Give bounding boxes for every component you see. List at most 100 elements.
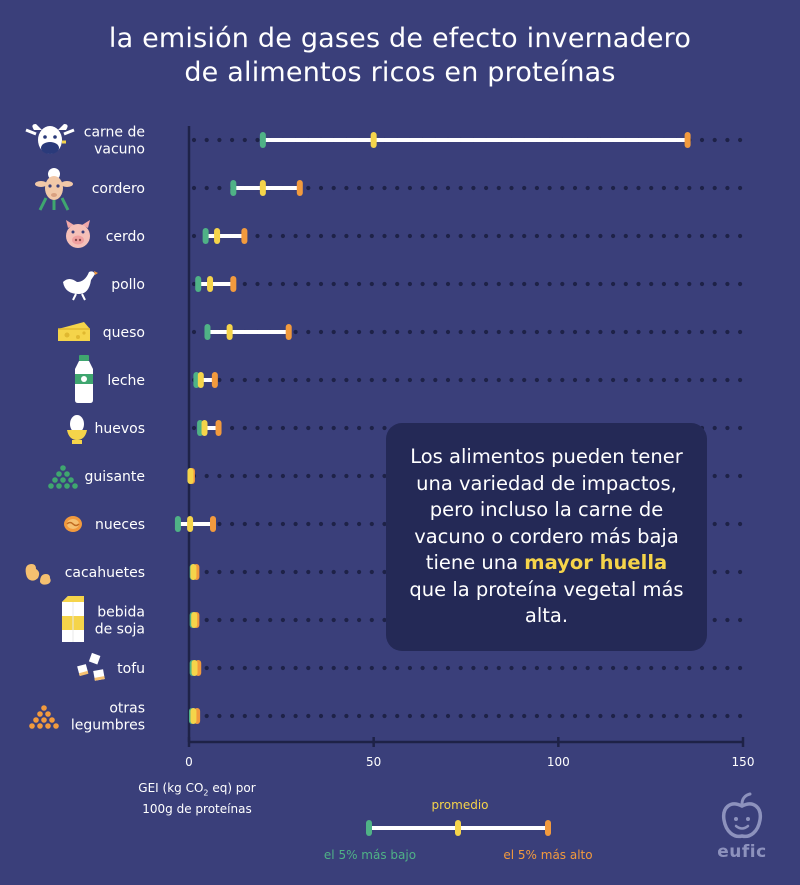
- guide-dot: [471, 713, 476, 719]
- category-label-line: vacuno: [94, 142, 145, 158]
- high-marker: [684, 132, 691, 148]
- guide-dot: [230, 617, 235, 623]
- guide-dot: [458, 377, 463, 383]
- guide-dot: [560, 665, 565, 671]
- category-label: leche: [107, 373, 145, 389]
- guide-dot: [471, 329, 476, 335]
- guide-dot: [268, 377, 273, 383]
- guide-dot: [649, 377, 654, 383]
- guide-dot: [547, 377, 552, 383]
- guide-dot: [407, 281, 412, 287]
- guide-dot: [420, 377, 425, 383]
- guide-dot: [191, 329, 197, 335]
- high-marker: [211, 372, 218, 388]
- guide-dot: [636, 377, 641, 383]
- guide-dot: [242, 377, 247, 383]
- guide-dot: [382, 569, 387, 575]
- guide-dot: [725, 377, 730, 383]
- category-label: guisante: [85, 469, 146, 485]
- legend-mean-label: promedio: [431, 798, 489, 812]
- guide-dot: [255, 665, 260, 671]
- guide-dot: [318, 233, 324, 239]
- guide-dot: [217, 185, 222, 191]
- guide-dot: [217, 569, 222, 575]
- guide-dot: [357, 425, 362, 431]
- guide-dot: [458, 665, 463, 671]
- guide-dot: [725, 329, 730, 335]
- guide-dot: [407, 665, 412, 671]
- guide-dot: [318, 521, 324, 527]
- guide-dot: [534, 377, 540, 383]
- guide-dot: [687, 233, 692, 239]
- guide-dot: [598, 329, 603, 335]
- guide-dot: [725, 185, 730, 191]
- guide-dot: [318, 377, 324, 383]
- guide-dot: [547, 281, 552, 287]
- guide-dot: [242, 137, 247, 143]
- guide-dot: [522, 329, 527, 335]
- legend-low-marker: [366, 820, 372, 836]
- guide-dot: [712, 617, 717, 623]
- guide-dot: [191, 185, 197, 191]
- walnut-icon: [64, 516, 82, 532]
- guide-dot: [471, 665, 476, 671]
- guide-dot: [191, 425, 197, 431]
- mean-marker: [191, 612, 198, 628]
- guide-dot: [382, 281, 387, 287]
- guide-dot: [306, 281, 311, 287]
- guide-dot: [369, 185, 374, 191]
- guide-dot: [407, 377, 412, 383]
- guide-dot: [230, 665, 235, 671]
- guide-dot: [712, 473, 717, 479]
- guide-dot: [268, 665, 273, 671]
- mean-marker: [187, 468, 194, 484]
- guide-dot: [230, 425, 235, 431]
- category-label: bebida de soja: [95, 605, 145, 638]
- guide-dot: [230, 569, 235, 575]
- guide-dot: [357, 569, 362, 575]
- guide-dot: [522, 713, 527, 719]
- guide-dot: [496, 713, 501, 719]
- guide-dot: [280, 617, 285, 623]
- guide-dot: [357, 329, 362, 335]
- guide-dot: [611, 665, 616, 671]
- guide-dot: [395, 377, 400, 383]
- category-label-line: cerdo: [106, 229, 145, 245]
- guide-dot: [712, 425, 717, 431]
- guide-dot: [484, 233, 489, 239]
- chart-title: la emisión de gases de efecto invernader…: [0, 22, 800, 90]
- guide-dot: [623, 185, 628, 191]
- guide-dot: [369, 569, 374, 575]
- guide-dot: [699, 281, 705, 287]
- category-label-line: cacahuetes: [65, 565, 145, 581]
- guide-dot: [369, 713, 374, 719]
- peas-icon: [48, 465, 78, 489]
- guide-dot: [331, 713, 336, 719]
- x-tick-label: 150: [732, 755, 755, 769]
- low-marker: [204, 324, 211, 340]
- mean-marker: [259, 180, 266, 196]
- guide-dot: [433, 329, 438, 335]
- guide-dot: [331, 281, 336, 287]
- guide-dot: [268, 473, 273, 479]
- guide-dot: [382, 425, 387, 431]
- guide-dot: [242, 281, 247, 287]
- guide-dot: [293, 713, 298, 719]
- guide-dot: [509, 329, 514, 335]
- guide-dot: [369, 521, 374, 527]
- guide-dot: [242, 617, 247, 623]
- high-marker: [210, 516, 217, 532]
- guide-dot: [255, 137, 260, 143]
- guide-dot: [623, 233, 628, 239]
- mean-marker: [191, 660, 198, 676]
- guide-dot: [230, 713, 235, 719]
- guide-dot: [509, 233, 514, 239]
- guide-dot: [420, 329, 425, 335]
- legend-high-marker: [545, 820, 551, 836]
- guide-dot: [738, 281, 743, 287]
- guide-dot: [674, 377, 679, 383]
- guide-dot: [445, 233, 451, 239]
- legumes-icon: [29, 705, 59, 729]
- guide-dot: [318, 425, 324, 431]
- category-label: nueces: [95, 517, 145, 533]
